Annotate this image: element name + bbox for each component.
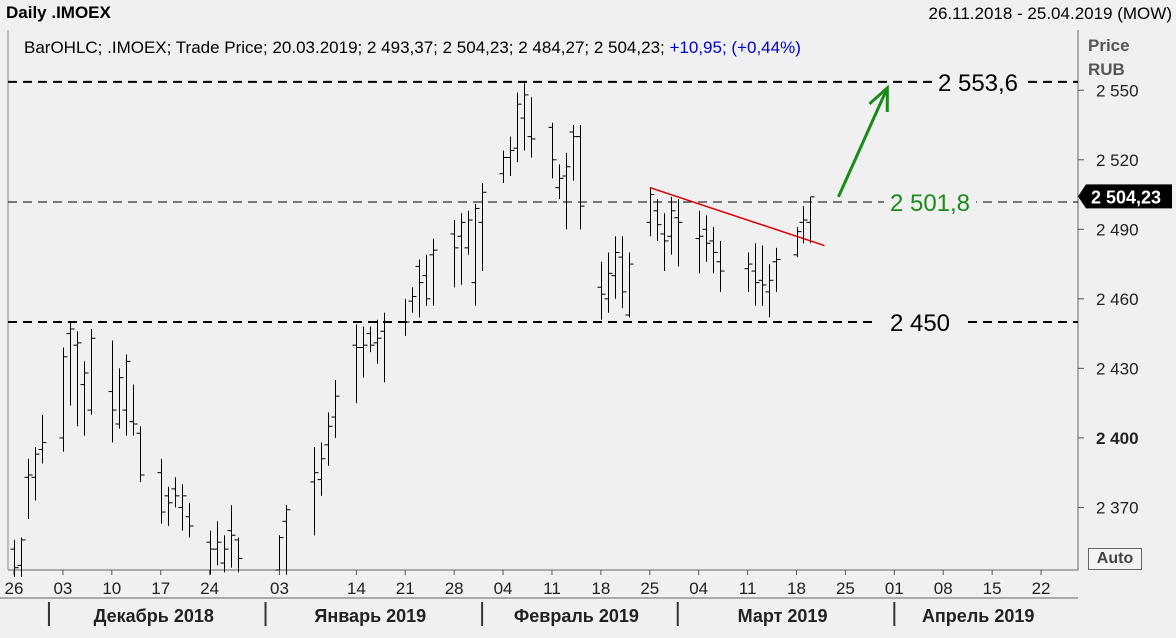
currency-label: RUB bbox=[1088, 60, 1125, 79]
date-range: 26.11.2018 - 25.04.2019 (MOW) bbox=[928, 4, 1173, 23]
x-tick-label: 04 bbox=[689, 579, 708, 598]
x-tick-label: 22 bbox=[1032, 579, 1051, 598]
price-label: Price bbox=[1088, 36, 1130, 55]
y-tick-label: 2 370 bbox=[1096, 498, 1139, 517]
x-tick-label: 28 bbox=[445, 579, 464, 598]
x-tick-label: 10 bbox=[102, 579, 121, 598]
legend: BarOHLC; .IMOEX; Trade Price; 20.03.2019… bbox=[24, 38, 801, 58]
month-label: Февраль 2019 bbox=[514, 606, 639, 626]
x-tick-label: 24 bbox=[200, 579, 219, 598]
current-price-label: 2 504,23 bbox=[1091, 187, 1161, 207]
x-tick-label: 17 bbox=[151, 579, 170, 598]
target-arrow-head bbox=[868, 84, 889, 112]
price-axis-header: Price RUB bbox=[1088, 34, 1130, 82]
x-tick-label: 25 bbox=[640, 579, 659, 598]
x-tick-label: 14 bbox=[347, 579, 366, 598]
x-tick-label: 21 bbox=[396, 579, 415, 598]
y-tick-label: 2 520 bbox=[1096, 151, 1139, 170]
x-tick-label: 15 bbox=[983, 579, 1002, 598]
y-tick-label: 2 460 bbox=[1096, 290, 1139, 309]
y-tick-label: 2 490 bbox=[1096, 220, 1139, 239]
month-label: Декабрь 2018 bbox=[94, 606, 214, 626]
x-tick-label: 04 bbox=[494, 579, 513, 598]
x-tick-label: 08 bbox=[934, 579, 953, 598]
auto-scale-button[interactable]: Auto bbox=[1088, 548, 1142, 570]
legend-change: +10,95; (+0,44%) bbox=[669, 38, 801, 57]
y-tick-label: 2 550 bbox=[1096, 81, 1139, 100]
x-tick-label: 11 bbox=[739, 579, 757, 598]
current-price-badge bbox=[1078, 184, 1172, 209]
x-tick-label: 03 bbox=[53, 579, 72, 598]
x-tick-label: 18 bbox=[787, 579, 806, 598]
y-tick-label: 2 400 bbox=[1096, 429, 1139, 448]
level-label: 2 553,6 bbox=[938, 70, 1018, 97]
x-tick-label: 03 bbox=[270, 579, 289, 598]
chart-title: Daily .IMOEX bbox=[6, 3, 111, 22]
target-arrow bbox=[837, 87, 889, 198]
level-label: 2 501,8 bbox=[890, 190, 970, 217]
month-label: Март 2019 bbox=[738, 606, 828, 626]
level-label-bg bbox=[874, 308, 966, 335]
x-tick-label: 25 bbox=[836, 579, 855, 598]
month-label: Апрель 2019 bbox=[922, 606, 1034, 626]
month-label: Январь 2019 bbox=[314, 606, 426, 626]
level-label: 2 450 bbox=[890, 310, 950, 337]
x-tick-label: 18 bbox=[591, 579, 610, 598]
x-tick-label: 11 bbox=[543, 579, 561, 598]
level-label-bg bbox=[932, 67, 1024, 94]
x-tick-label: 26 bbox=[5, 579, 24, 598]
y-tick-label: 2 430 bbox=[1096, 359, 1139, 378]
level-label-bg bbox=[884, 187, 976, 214]
x-tick-label: 01 bbox=[885, 579, 904, 598]
trendline bbox=[649, 186, 825, 247]
legend-text: BarOHLC; .IMOEX; Trade Price; 20.03.2019… bbox=[24, 38, 665, 57]
